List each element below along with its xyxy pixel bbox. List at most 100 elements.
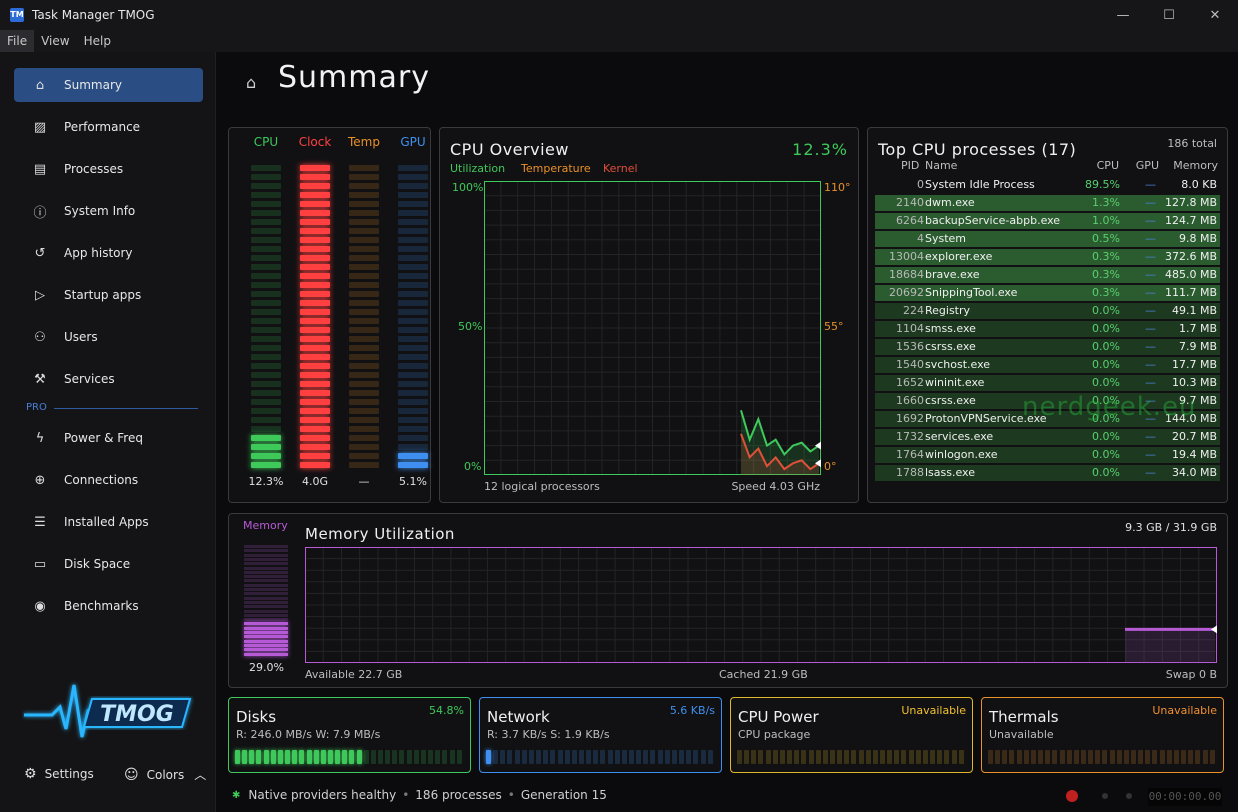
tile-bar-segment [356, 750, 362, 764]
table-row[interactable]: 1692 ProtonVPNService.exe 0.0% — 144.0 MB [875, 411, 1220, 427]
process-cpu: 0.0% [1092, 430, 1120, 443]
table-row[interactable]: 2140 dwm.exe 1.3% — 127.8 MB [875, 195, 1220, 211]
menu-file[interactable]: File [0, 30, 35, 52]
lightning-icon: ϟ [35, 430, 45, 446]
chart-border [484, 181, 821, 475]
table-row[interactable]: 6264 backupService-abpb.exe 1.0% — 124.7 MB [875, 213, 1220, 229]
col-pid[interactable]: PID [901, 159, 920, 172]
sidebar-item-power-freq[interactable]: ϟ Power & Freq [14, 421, 203, 455]
process-gpu: — [1145, 358, 1156, 371]
tile-bar-segment [607, 750, 613, 764]
sidebar-item-processes[interactable]: ▤ Processes [14, 152, 203, 186]
tile-bar-segment [922, 750, 928, 764]
tile-cpu-power[interactable]: CPU Power CPU package Unavailable [730, 697, 973, 773]
meter-segment [349, 363, 379, 369]
colors-button[interactable]: ☺ Colors ︿ [124, 766, 206, 783]
list-icon: ☰ [34, 514, 46, 530]
sidebar-item-disk-space[interactable]: ▭ Disk Space [14, 547, 203, 581]
meter-segment [349, 183, 379, 189]
table-row[interactable]: 0 System Idle Process 89.5% — 8.0 KB [875, 177, 1220, 193]
process-name: ProtonVPNService.exe [925, 412, 1047, 425]
meter-segment [349, 345, 379, 351]
table-row[interactable]: 20692 SnippingTool.exe 0.3% — 111.7 MB [875, 285, 1220, 301]
meter-segment [251, 435, 281, 441]
meter-segment [300, 453, 330, 459]
menu-view[interactable]: View [41, 34, 70, 48]
close-button[interactable]: ✕ [1209, 7, 1221, 23]
tile-bar-segment [1023, 750, 1029, 764]
meter-segment [251, 228, 281, 234]
tile-subtitle: R: 246.0 MB/s W: 7.9 MB/s [236, 728, 381, 741]
meter-segment [349, 228, 379, 234]
meter-segment [398, 435, 428, 441]
meter-value-cpu: 12.3% [248, 475, 284, 488]
meter-segment [300, 435, 330, 441]
process-pid: 1788 [896, 466, 924, 479]
col-memory[interactable]: Memory [1173, 159, 1218, 172]
sidebar-item-app-history[interactable]: ↺ App history [14, 236, 203, 270]
tile-network[interactable]: Network R: 3.7 KB/s S: 1.9 KB/s 5.6 KB/s [479, 697, 722, 773]
col-name[interactable]: Name [925, 159, 958, 172]
minimize-button[interactable]: — [1116, 7, 1130, 23]
process-name: services.exe [925, 430, 994, 443]
meter-segment [300, 444, 330, 450]
process-cpu: 89.5% [1085, 178, 1120, 191]
sidebar-item-performance[interactable]: ▨ Performance [14, 110, 203, 144]
table-row[interactable]: 18684 brave.exe 0.3% — 485.0 MB [875, 267, 1220, 283]
meter-segment [349, 426, 379, 432]
tile-bar-segment [428, 750, 434, 764]
table-row[interactable]: 1104 smss.exe 0.0% — 1.7 MB [875, 321, 1220, 337]
col-cpu[interactable]: CPU [1096, 159, 1119, 172]
meter-segment [349, 399, 379, 405]
meter-segment [251, 345, 281, 351]
record-button[interactable] [1066, 790, 1078, 802]
tile-bar-segment [528, 750, 534, 764]
tile-disks[interactable]: Disks R: 246.0 MB/s W: 7.9 MB/s 54.8% [228, 697, 471, 773]
meter-segment [300, 381, 330, 387]
maximize-button[interactable]: ☐ [1163, 7, 1175, 23]
table-row[interactable]: 1732 services.exe 0.0% — 20.7 MB [875, 429, 1220, 445]
table-row[interactable]: 13004 explorer.exe 0.3% — 372.6 MB [875, 249, 1220, 265]
meter-segment [251, 201, 281, 207]
sidebar-item-connections[interactable]: ⊕ Connections [14, 463, 203, 497]
tile-bar-segment [995, 750, 1001, 764]
settings-button[interactable]: ⚙ Settings [24, 766, 94, 782]
meter-value-temp: — [358, 475, 370, 488]
sidebar-item-startup-apps[interactable]: ▷ Startup apps [14, 278, 203, 312]
series-line-kernel [740, 433, 820, 471]
tile-thermals[interactable]: Thermals Unavailable Unavailable [981, 697, 1224, 773]
tile-bar-segment [636, 750, 642, 764]
table-row[interactable]: 1540 svchost.exe 0.0% — 17.7 MB [875, 357, 1220, 373]
sidebar-item-system-info[interactable]: ⓘ System Info [14, 194, 203, 228]
wrench-icon: ⚒ [34, 371, 46, 387]
memory-title: Memory Utilization [305, 525, 455, 543]
tile-bar-segment [378, 750, 383, 764]
chevron-up-icon[interactable]: ︿ [194, 768, 207, 782]
menu-help[interactable]: Help [83, 34, 111, 48]
meter-segment [398, 201, 428, 207]
pro-divider [54, 408, 198, 409]
table-row[interactable]: 1652 wininit.exe 0.0% — 10.3 MB [875, 375, 1220, 391]
meter-segment [251, 300, 281, 306]
table-row[interactable]: 1660 csrss.exe 0.0% — 9.7 MB [875, 393, 1220, 409]
table-row[interactable]: 1788 lsass.exe 0.0% — 34.0 MB [875, 465, 1220, 481]
memory-meter-segment [244, 545, 288, 548]
sidebar-item-summary[interactable]: ⌂ Summary [14, 68, 203, 102]
sidebar-item-services[interactable]: ⚒ Services [14, 362, 203, 396]
meter-segment [398, 453, 428, 459]
sidebar-item-benchmarks[interactable]: ◉ Benchmarks [14, 589, 203, 623]
table-row[interactable]: 4 System 0.5% — 9.8 MB [875, 231, 1220, 247]
table-row[interactable]: 1764 winlogon.exe 0.0% — 19.4 MB [875, 447, 1220, 463]
table-row[interactable]: 224 Registry 0.0% — 49.1 MB [875, 303, 1220, 319]
chart-icon: ▨ [33, 119, 47, 135]
tile-bar-segment [664, 750, 670, 764]
tile-subtitle: Unavailable [989, 728, 1054, 741]
process-pid: 1104 [896, 322, 924, 335]
tile-bar-segment [1002, 750, 1008, 764]
sidebar-item-installed-apps[interactable]: ☰ Installed Apps [14, 505, 203, 539]
cpu-overview-value: 12.3% [792, 140, 848, 159]
sidebar-item-users[interactable]: ⚇ Users [14, 320, 203, 354]
meter-segment [251, 309, 281, 315]
col-gpu[interactable]: GPU [1135, 159, 1159, 172]
table-row[interactable]: 1536 csrss.exe 0.0% — 7.9 MB [875, 339, 1220, 355]
